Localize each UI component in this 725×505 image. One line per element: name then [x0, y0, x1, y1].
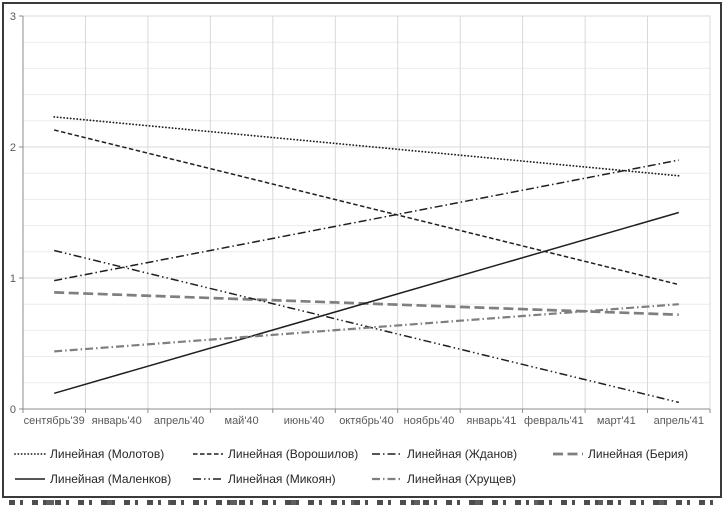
- y-axis-tick-label: 2: [10, 142, 16, 154]
- cropped-text-row: [9, 500, 715, 505]
- x-axis-tick-label: сентябрь'39: [24, 415, 85, 427]
- x-axis-tick-label: январь'40: [92, 415, 142, 427]
- y-axis-tick-label: 3: [10, 11, 16, 23]
- x-axis-tick-label: июнь'40: [284, 415, 325, 427]
- legend-label-malenkov: Линейная (Маленков): [50, 472, 172, 486]
- x-axis-tick-label: январь'41: [466, 415, 516, 427]
- legend-line-sample-beriya: [553, 452, 583, 456]
- legend-line-sample-voroshilov: [193, 453, 223, 455]
- series-line-malenkov: [53, 211, 680, 395]
- y-axis-tick-label: 1: [10, 273, 16, 285]
- y-axis-tick-label: 0: [10, 404, 16, 416]
- x-axis-tick-label: октябрь'40: [339, 415, 394, 427]
- chart-frame: [2, 2, 722, 498]
- legend-line-sample-molotov: [14, 453, 46, 455]
- series-line-mikoyan: [54, 249, 679, 404]
- legend-line-sample-malenkov: [15, 478, 45, 480]
- legend-item-mikoyan: Линейная (Микоян): [192, 472, 336, 486]
- series-line-voroshilov: [54, 129, 679, 286]
- legend-item-voroshilov: Линейная (Ворошилов): [192, 447, 358, 461]
- legend-item-zhdanov: Линейная (Жданов): [371, 447, 517, 461]
- legend-item-beriya: Линейная (Берия): [552, 447, 688, 461]
- legend-line-sample-mikoyan: [193, 478, 223, 480]
- x-axis-tick-label: февраль'41: [524, 415, 584, 427]
- series-line-khrushchev: [54, 303, 679, 353]
- legend-item-molotov: Линейная (Молотов): [14, 447, 164, 461]
- series-line-zhdanov: [54, 159, 679, 282]
- legend-label-beriya: Линейная (Берия): [588, 447, 689, 461]
- chart-plot-area: 0 1 2 3 сентябрь'39 январь'40 апрель'40 май'40 и…: [10, 11, 711, 427]
- x-axis-tick-label: ноябрь'40: [404, 415, 455, 427]
- legend-label-khrushchev: Линейная (Хрущев): [407, 472, 517, 486]
- x-axis-tick-label: апрель'40: [154, 415, 204, 427]
- legend-item-khrushchev: Линейная (Хрущев): [371, 472, 516, 486]
- x-axis-tick-label: апрель'41: [654, 415, 704, 427]
- legend-label-voroshilov: Линейная (Ворошилов): [228, 447, 359, 461]
- x-axis-tick-label: март'41: [597, 415, 636, 427]
- x-axis-tick-label: май'40: [225, 415, 259, 427]
- legend-line-sample-zhdanov: [372, 453, 402, 455]
- legend-item-malenkov: Линейная (Маленков): [14, 472, 171, 486]
- legend-line-sample-khrushchev: [372, 477, 402, 481]
- legend-label-mikoyan: Линейная (Микоян): [228, 472, 336, 486]
- series-line-molotov: [53, 116, 680, 177]
- plot-border: [22, 15, 711, 410]
- legend-label-molotov: Линейная (Молотов): [50, 447, 165, 461]
- chart-legend: Линейная (Молотов) Линейная (Ворошилов) Ли…: [0, 0, 725, 486]
- legend-label-zhdanov: Линейная (Жданов): [407, 447, 518, 461]
